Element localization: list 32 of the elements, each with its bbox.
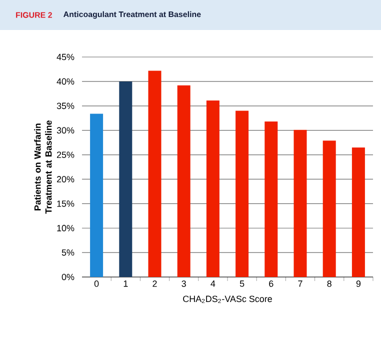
y-tick-label: 15% <box>57 200 74 207</box>
x-tick-label: 7 <box>298 280 302 287</box>
x-tick-label: 5 <box>240 280 244 287</box>
bar <box>148 70 162 277</box>
bar <box>352 147 365 277</box>
y-tick-label: 0% <box>62 274 74 280</box>
x-tick-label: 6 <box>269 280 274 287</box>
x-tick-label: 9 <box>356 280 361 287</box>
bar <box>177 85 190 277</box>
bar <box>236 110 249 277</box>
x-tick-label: 0 <box>94 280 99 287</box>
x-tick-label: 1 <box>124 280 128 287</box>
bar <box>206 100 220 277</box>
bar <box>322 140 336 277</box>
y-tick-label: 35% <box>56 102 74 110</box>
y-tick-label: 40% <box>56 78 74 85</box>
x-tick-label: 2 <box>152 280 157 287</box>
y-axis-title: Patients on Warfarin Treatment at Baseline <box>34 120 52 214</box>
x-tick-label: 8 <box>327 280 332 287</box>
y-tick-label: 25% <box>56 152 74 158</box>
bar <box>90 114 104 277</box>
x-tick-label: 3 <box>182 280 186 287</box>
bar <box>264 122 278 277</box>
y-tick-label: 5% <box>62 249 74 256</box>
x-axis-title: CHA$_{2}$DS$_{2}$-VASc Score <box>183 296 272 304</box>
y-tick-label: 10% <box>57 224 74 232</box>
bar <box>294 130 307 277</box>
bar <box>119 81 132 277</box>
y-tick-label: 30% <box>56 127 74 134</box>
x-tick-label: 4 <box>210 280 216 287</box>
y-tick-label: 45% <box>56 54 74 60</box>
y-tick-label: 20% <box>56 176 74 182</box>
